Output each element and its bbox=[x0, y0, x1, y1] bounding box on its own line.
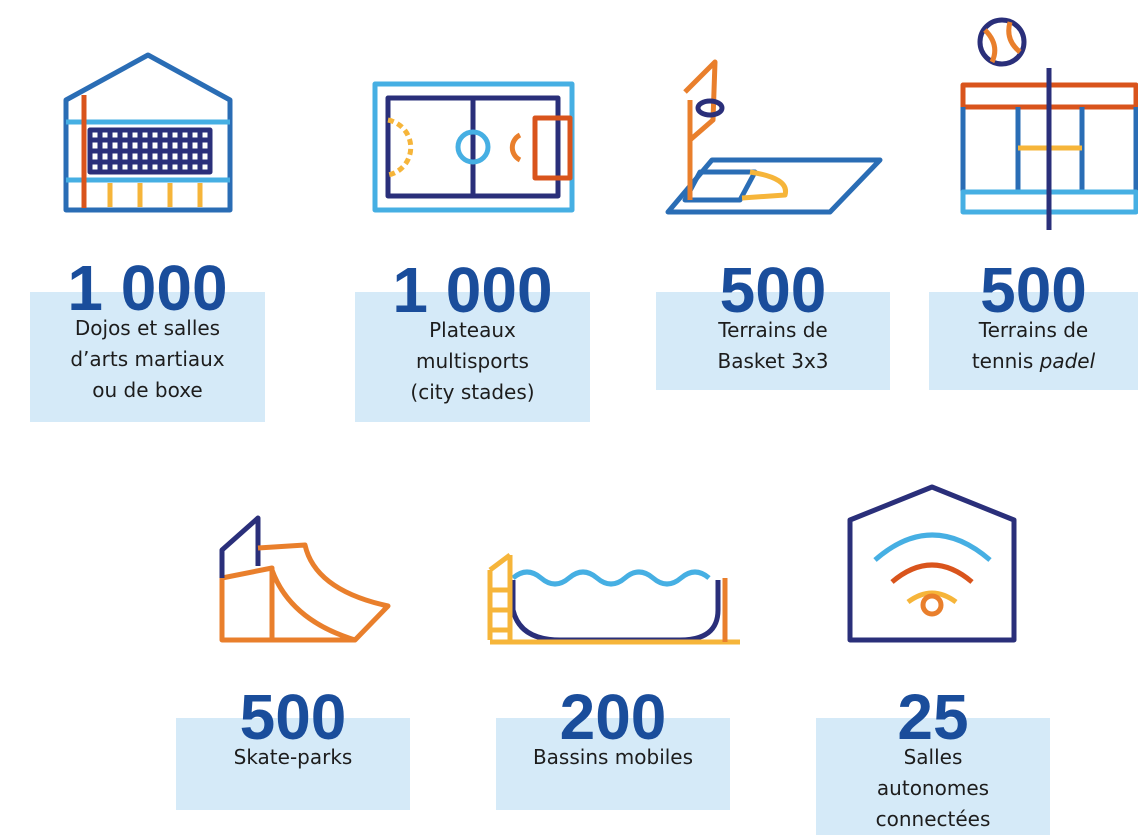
label-italic: padel bbox=[1039, 349, 1096, 373]
label-line: Bassins mobiles bbox=[496, 742, 730, 773]
stat-label: Bassins mobiles bbox=[496, 742, 730, 773]
stat-label: Plateaux multisports (city stades) bbox=[355, 315, 590, 408]
stat-label: Terrains de tennis padel bbox=[929, 315, 1138, 377]
label-line: Skate-parks bbox=[176, 742, 410, 773]
label-line: Salles bbox=[816, 742, 1050, 773]
label-line: multisports bbox=[355, 346, 590, 377]
stat-number: 500 bbox=[719, 254, 827, 326]
label-text: Plateaux bbox=[429, 318, 516, 342]
label-text: tennis bbox=[971, 349, 1034, 373]
label-line: tennis padel bbox=[929, 346, 1138, 377]
label-box bbox=[176, 718, 410, 810]
label-line: d’arts martiaux bbox=[30, 344, 265, 375]
label-text: Terrains de bbox=[718, 318, 828, 342]
label-line: Terrains de bbox=[929, 315, 1138, 346]
skate-icon bbox=[219, 515, 391, 643]
city-stade-icon bbox=[372, 81, 575, 213]
stat-label: Terrains de Basket 3x3 bbox=[656, 315, 890, 377]
label-line: (city stades) bbox=[355, 377, 590, 408]
label-text: multisports bbox=[416, 349, 529, 373]
stat-number: 1 000 bbox=[67, 252, 228, 324]
label-line: Plateaux bbox=[355, 315, 590, 346]
label-line: Dojos et salles bbox=[30, 313, 265, 344]
label-text: Skate-parks bbox=[233, 745, 353, 769]
label-text: Bassins mobiles bbox=[532, 745, 694, 769]
label-text: (city stades) bbox=[410, 380, 535, 404]
basket-icon bbox=[665, 59, 883, 215]
label-line: autonomes bbox=[816, 773, 1050, 804]
connected-icon bbox=[847, 484, 1017, 643]
label-text: Dojos et salles bbox=[74, 316, 221, 340]
stat-number: 500 bbox=[980, 254, 1087, 326]
stat-label: Dojos et salles d’arts martiaux ou de boxe bbox=[30, 313, 265, 406]
dojo-icon bbox=[63, 52, 233, 213]
stat-number: 200 bbox=[559, 681, 667, 753]
stat-number: 25 bbox=[897, 681, 969, 753]
label-text: Salles bbox=[903, 745, 963, 769]
label-box bbox=[816, 718, 1050, 835]
label-text: Terrains de bbox=[978, 318, 1089, 342]
stat-number: 1 000 bbox=[392, 254, 553, 326]
label-box bbox=[929, 292, 1138, 390]
label-text: autonomes bbox=[876, 776, 990, 800]
label-line: Basket 3x3 bbox=[656, 346, 890, 377]
label-box bbox=[355, 292, 590, 422]
stat-label: Skate-parks bbox=[176, 742, 410, 773]
label-line: connectées bbox=[816, 804, 1050, 835]
label-text: connectées bbox=[875, 807, 991, 831]
padel-icon bbox=[960, 17, 1138, 230]
label-text: ou de boxe bbox=[92, 378, 203, 402]
label-line: Terrains de bbox=[656, 315, 890, 346]
stat-label: Salles autonomes connectées bbox=[816, 742, 1050, 835]
label-line: ou de boxe bbox=[30, 375, 265, 406]
label-box bbox=[656, 292, 890, 390]
stat-number: 500 bbox=[239, 681, 347, 753]
label-text: d’arts martiaux bbox=[70, 347, 225, 371]
label-box bbox=[496, 718, 730, 810]
label-box bbox=[30, 292, 265, 422]
pool-icon bbox=[487, 553, 740, 645]
label-text: Basket 3x3 bbox=[717, 349, 829, 373]
